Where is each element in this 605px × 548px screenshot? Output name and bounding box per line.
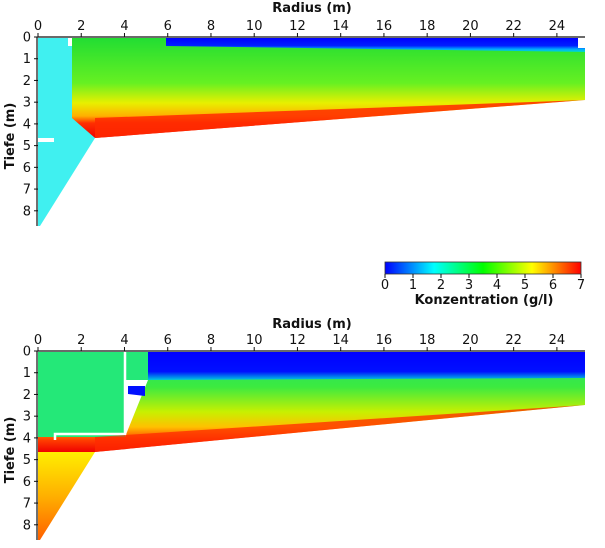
bottom-x-axis-title: Radius (m) — [272, 317, 352, 332]
top-x-tick-label: 24 — [549, 19, 566, 34]
top-y-tick-label: 6 — [23, 161, 31, 176]
bottom-y-tick-label: 4 — [23, 431, 31, 446]
top-x-tick-label: 4 — [120, 19, 128, 34]
top-x-tick-label: 0 — [34, 19, 42, 34]
bottom-x-tick-label: 14 — [332, 333, 349, 348]
bottom-x-tick-label: 0 — [34, 333, 42, 348]
bottom-y-tick-label: 2 — [23, 388, 31, 403]
top-y-tick-label: 5 — [23, 139, 31, 154]
top-x-tick-label: 12 — [289, 19, 306, 34]
bottom-x-tick-label: 12 — [289, 333, 306, 348]
bottom-x-tick-label: 10 — [246, 333, 263, 348]
top-y-ticks: 0 1 2 3 4 5 6 7 8 — [23, 31, 38, 219]
bottom-y-tick-label: 5 — [23, 453, 31, 468]
colorbar-tick-label: 4 — [493, 278, 501, 293]
top-y-tick-label: 0 — [23, 31, 31, 46]
top-surface-zone — [166, 38, 585, 52]
bottom-y-tick-label: 6 — [23, 475, 31, 490]
bottom-x-tick-label: 2 — [77, 333, 85, 348]
top-inlet-column — [38, 38, 95, 226]
colorbar-tick-label: 7 — [577, 278, 585, 293]
top-x-tick-label: 10 — [246, 19, 263, 34]
colorbar-tick-label: 0 — [381, 278, 389, 293]
top-x-tick-label: 14 — [332, 19, 349, 34]
top-x-tick-label: 18 — [419, 19, 436, 34]
bottom-y-tick-label: 3 — [23, 410, 31, 425]
bottom-x-tick-label: 8 — [207, 333, 215, 348]
colorbar-ticks: 0 1 2 3 4 5 6 7 — [381, 274, 585, 293]
bottom-blue-patch — [128, 386, 145, 396]
colorbar-tick-label: 6 — [549, 278, 557, 293]
bottom-cone — [38, 452, 95, 540]
bottom-surface-zone — [148, 352, 585, 380]
colorbar-tick-label: 2 — [437, 278, 445, 293]
top-x-axis-title: Radius (m) — [272, 1, 352, 16]
top-inlet-gap — [68, 38, 72, 46]
top-surface-edge — [578, 38, 585, 48]
top-inlet-notch — [38, 138, 54, 142]
bottom-inlet-outline — [53, 352, 127, 440]
bottom-heatmap — [38, 352, 585, 540]
colorbar-tick-label: 5 — [521, 278, 529, 293]
bottom-y-axis-title: Tiefe (m) — [3, 417, 18, 484]
top-x-tick-label: 2 — [77, 19, 85, 34]
top-main-zone — [70, 38, 585, 138]
top-y-tick-label: 4 — [23, 117, 31, 132]
colorbar-scale — [384, 261, 582, 275]
bottom-x-tick-label: 4 — [120, 333, 128, 348]
bottom-bottom-wedge — [95, 405, 585, 452]
colorbar-title: Konzentration (g/l) — [415, 293, 554, 308]
colorbar-tick-label: 3 — [465, 278, 473, 293]
colorbar: 0 1 2 3 4 5 6 7 Konzentration (g/l) — [381, 261, 585, 308]
top-y-tick-label: 8 — [23, 204, 31, 219]
bottom-x-tick-label: 22 — [505, 333, 522, 348]
bottom-x-tick-label: 24 — [549, 333, 566, 348]
top-bottom-wedge — [95, 100, 585, 138]
top-y-tick-label: 1 — [23, 52, 31, 67]
top-x-tick-label: 16 — [376, 19, 393, 34]
bottom-inlet-block — [38, 352, 148, 437]
bottom-y-tick-label: 1 — [23, 366, 31, 381]
top-y-axis-title: Tiefe (m) — [3, 103, 18, 170]
top-y-tick-label: 7 — [23, 183, 31, 198]
top-y-tick-label: 3 — [23, 96, 31, 111]
bottom-y-ticks: 0 1 2 3 4 5 6 7 8 — [23, 345, 38, 533]
top-heatmap — [38, 38, 585, 226]
top-x-tick-label: 8 — [207, 19, 215, 34]
bottom-y-tick-label: 0 — [23, 345, 31, 360]
top-x-tick-label: 20 — [462, 19, 479, 34]
bottom-x-tick-label: 6 — [164, 333, 172, 348]
bottom-y-tick-label: 7 — [23, 497, 31, 512]
top-x-ticks: 0 2 4 6 8 10 12 14 16 18 20 22 24 — [34, 19, 565, 37]
bottom-x-ticks: 0 2 4 6 8 10 12 14 16 18 20 22 24 — [34, 333, 565, 351]
top-x-tick-label: 6 — [164, 19, 172, 34]
bottom-x-tick-label: 16 — [376, 333, 393, 348]
bottom-x-tick-label: 20 — [462, 333, 479, 348]
bottom-y-tick-label: 8 — [23, 518, 31, 533]
top-x-tick-label: 22 — [505, 19, 522, 34]
bottom-x-tick-label: 18 — [419, 333, 436, 348]
colorbar-tick-label: 1 — [409, 278, 417, 293]
top-y-tick-label: 2 — [23, 74, 31, 89]
